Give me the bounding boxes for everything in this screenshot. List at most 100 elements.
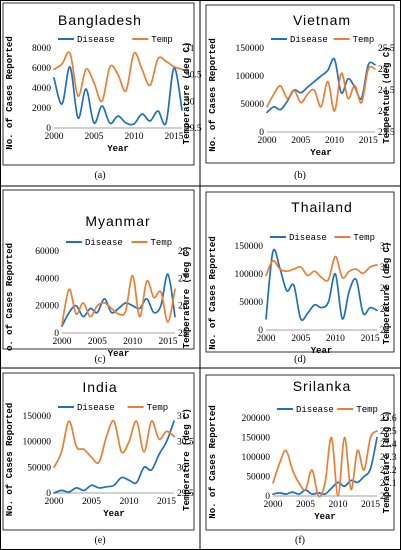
- series-line-temp: [266, 65, 376, 112]
- x-tick-label: 2005: [85, 132, 104, 142]
- x-tick-label: 2010: [325, 136, 344, 146]
- y2-axis-title: Temperature (deg C): [182, 408, 192, 511]
- y2-tick-label: 31: [185, 44, 195, 54]
- y-axis-title: No. of Cases Reported: [208, 236, 218, 349]
- panel-label: (e): [94, 535, 105, 546]
- x-tick-label: 2005: [291, 136, 310, 146]
- legend-label-disease: Disease: [289, 233, 327, 243]
- x-axis-title: Year: [311, 346, 333, 356]
- y-tick-label: 100000: [242, 453, 271, 463]
- y2-tick-label: 27: [178, 274, 188, 284]
- y-tick-label: 150000: [235, 242, 264, 252]
- y2-tick-label: 23.5: [378, 128, 395, 138]
- y2-tick-label: 30: [185, 97, 195, 107]
- y2-tick-label: 27.6: [380, 414, 397, 424]
- x-tick-label: 2005: [88, 337, 107, 347]
- y-tick-label: 0: [265, 492, 270, 502]
- y2-tick-label: 27.1: [380, 479, 397, 489]
- y2-tick-label: 27: [380, 492, 390, 502]
- y-tick-label: 150000: [23, 412, 52, 422]
- y-axis-title: No. of Cases Reported: [5, 36, 15, 149]
- x-tick-label: 2015: [165, 132, 184, 142]
- y-tick-label: 100000: [235, 270, 264, 280]
- series-line-temp: [53, 51, 183, 103]
- x-tick-label: 2015: [359, 136, 378, 146]
- panel-frame: [2, 2, 195, 166]
- series-line-disease: [53, 66, 183, 126]
- series-line-disease: [265, 248, 378, 322]
- legend-label-temp: Temp: [147, 403, 169, 413]
- x-tick-label: 2005: [82, 497, 101, 507]
- chart-panel-3: Myanmar (c) Disease Temp 2000 2005 2010 2015 0 20…: [2, 189, 195, 365]
- y-tick-label: 100000: [236, 72, 265, 82]
- legend-label-disease: Disease: [77, 35, 115, 45]
- y-axis-title: No. of Cases Reported: [5, 403, 15, 516]
- y2-tick-label: 30.5: [185, 71, 202, 81]
- x-tick-label: 2015: [361, 334, 380, 344]
- panel-frame: [2, 189, 195, 350]
- x-axis-title: Year: [310, 148, 332, 158]
- series-line-disease: [61, 273, 176, 328]
- y2-tick-label: 25: [178, 329, 188, 339]
- series-line-temp: [53, 419, 175, 469]
- y-tick-label: 150000: [242, 434, 271, 444]
- y-tick-label: 50000: [27, 463, 51, 473]
- chart-panel-5: India (e) Disease Temp 2000 2005 2010 2015 0 5000…: [2, 372, 195, 546]
- legend-label-temp: Temp: [356, 405, 378, 415]
- x-tick-label: 2005: [296, 500, 315, 510]
- chart-title: Thailand: [291, 199, 353, 215]
- y2-tick-label: 29.5: [185, 124, 202, 134]
- x-tick-label: 2010: [329, 500, 348, 510]
- y2-tick-label: 27.2: [380, 466, 397, 476]
- chart-title: India: [82, 379, 117, 395]
- chart-title: Srilanka: [293, 378, 352, 394]
- y-tick-label: 0: [46, 124, 51, 134]
- chart-panel-4: Thailand (d) Disease Temp 2000 2005 2010 2015 0 5…: [205, 191, 395, 365]
- series-line-temp: [265, 255, 378, 282]
- y-tick-label: 200000: [242, 414, 271, 424]
- y-tick-label: 50000: [239, 298, 263, 308]
- y-tick-label: 150000: [236, 44, 265, 54]
- x-tick-label: 2010: [326, 334, 345, 344]
- x-tick-label: 2010: [123, 337, 142, 347]
- x-axis-title: Year: [108, 349, 130, 359]
- y-tick-label: 0: [259, 128, 264, 138]
- panel-label: (a): [94, 170, 105, 181]
- chart-title: Vietnam: [293, 12, 351, 28]
- y-tick-label: 50000: [246, 473, 270, 483]
- series-line-temp: [272, 430, 378, 498]
- legend-label-temp: Temp: [353, 233, 375, 243]
- y-axis-title: o. of Cases Reported: [5, 243, 15, 351]
- y2-axis-title: Temperature (deg C): [382, 411, 392, 514]
- panel-label: (d): [294, 354, 306, 365]
- y-tick-label: 8000: [32, 44, 51, 54]
- chart-panel-1: Bangladesh (a) Disease Temp 2000 2005 2010 2015…: [2, 2, 202, 181]
- series-line-disease: [53, 420, 175, 494]
- y2-tick-label: 27.3: [380, 453, 397, 463]
- series-line-disease: [266, 57, 376, 114]
- x-tick-label: 2005: [291, 334, 310, 344]
- y-axis-title: No. of Cases Reported: [208, 38, 218, 151]
- y2-tick-label: 25: [378, 65, 388, 75]
- y2-axis-title: Temperature (deg C): [182, 42, 192, 145]
- panel-label: (b): [294, 170, 306, 181]
- panel-frame: [2, 372, 195, 531]
- x-tick-label: 2000: [53, 337, 72, 347]
- x-tick-label: 2000: [257, 334, 276, 344]
- y2-tick-label: 24: [378, 107, 388, 117]
- y-tick-label: 0: [46, 489, 51, 499]
- y-tick-label: 4000: [32, 84, 51, 94]
- y2-tick-label: 27.4: [380, 440, 397, 450]
- y-tick-label: 60000: [35, 247, 59, 257]
- panel-frame: [205, 374, 395, 531]
- chart-panels: Bangladesh (a) Disease Temp 2000 2005 2010 2015…: [2, 2, 397, 546]
- x-axis-title: Year: [103, 509, 125, 519]
- y2-tick-label: 25.5: [378, 44, 395, 54]
- y2-tick-label: 24.5: [378, 86, 395, 96]
- x-axis-title: Year: [314, 512, 336, 522]
- y-tick-label: 40000: [35, 274, 59, 284]
- panel-label: (f): [295, 535, 305, 546]
- legend-label-disease: Disease: [296, 405, 334, 415]
- y-tick-label: 0: [258, 326, 263, 336]
